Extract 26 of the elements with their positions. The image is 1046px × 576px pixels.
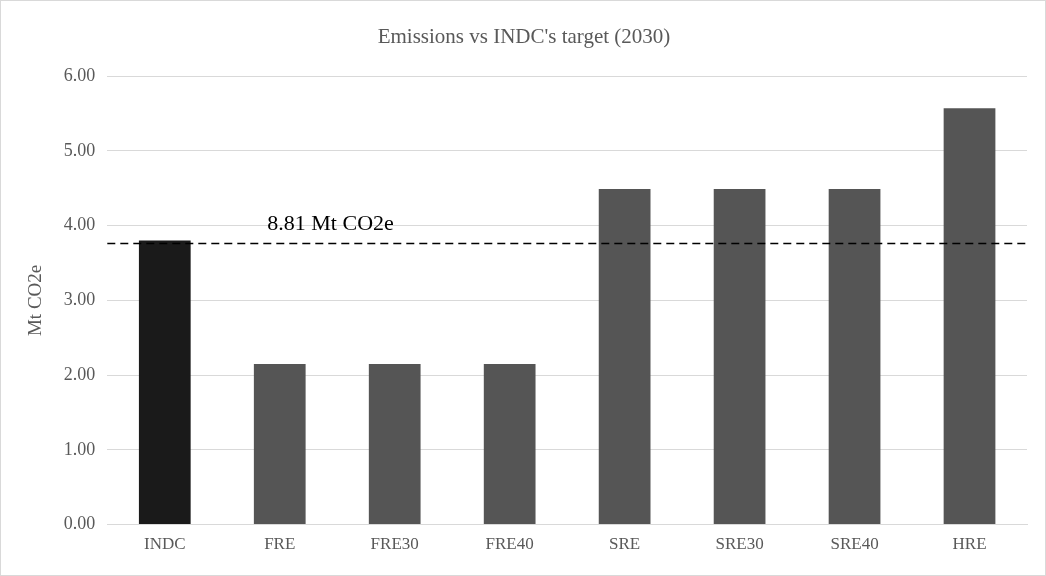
bar [483,363,536,525]
y-tick-label: 3.00 [63,289,96,310]
bar [253,363,306,525]
bar [713,189,766,525]
x-tick-label: SRE40 [830,534,879,554]
x-tick-label: INDC [144,534,186,554]
y-tick-label: 6.00 [63,64,96,85]
x-tick-label: FRE [264,534,296,554]
bar [368,363,421,525]
y-tick-label: 1.00 [63,438,96,459]
y-tick-label: 4.00 [63,214,96,235]
bar [598,189,651,525]
x-tick-label: FRE30 [370,534,419,554]
y-tick-label: 2.00 [63,363,96,384]
chart-title: Emissions vs INDC's target (2030) [377,24,671,49]
y-tick-label: 5.00 [63,139,96,160]
bar [943,108,996,525]
x-tick-label: SRE [609,534,641,554]
bar [138,240,191,525]
x-tick-label: SRE30 [715,534,764,554]
x-tick-label: HRE [952,534,987,554]
y-axis-title: Mt CO2e [24,264,46,337]
y-tick-label: 0.00 [63,513,96,534]
bar [828,189,881,525]
ref-line-label: 8.81 Mt CO2e [267,210,394,236]
x-tick-label: FRE40 [485,534,534,554]
